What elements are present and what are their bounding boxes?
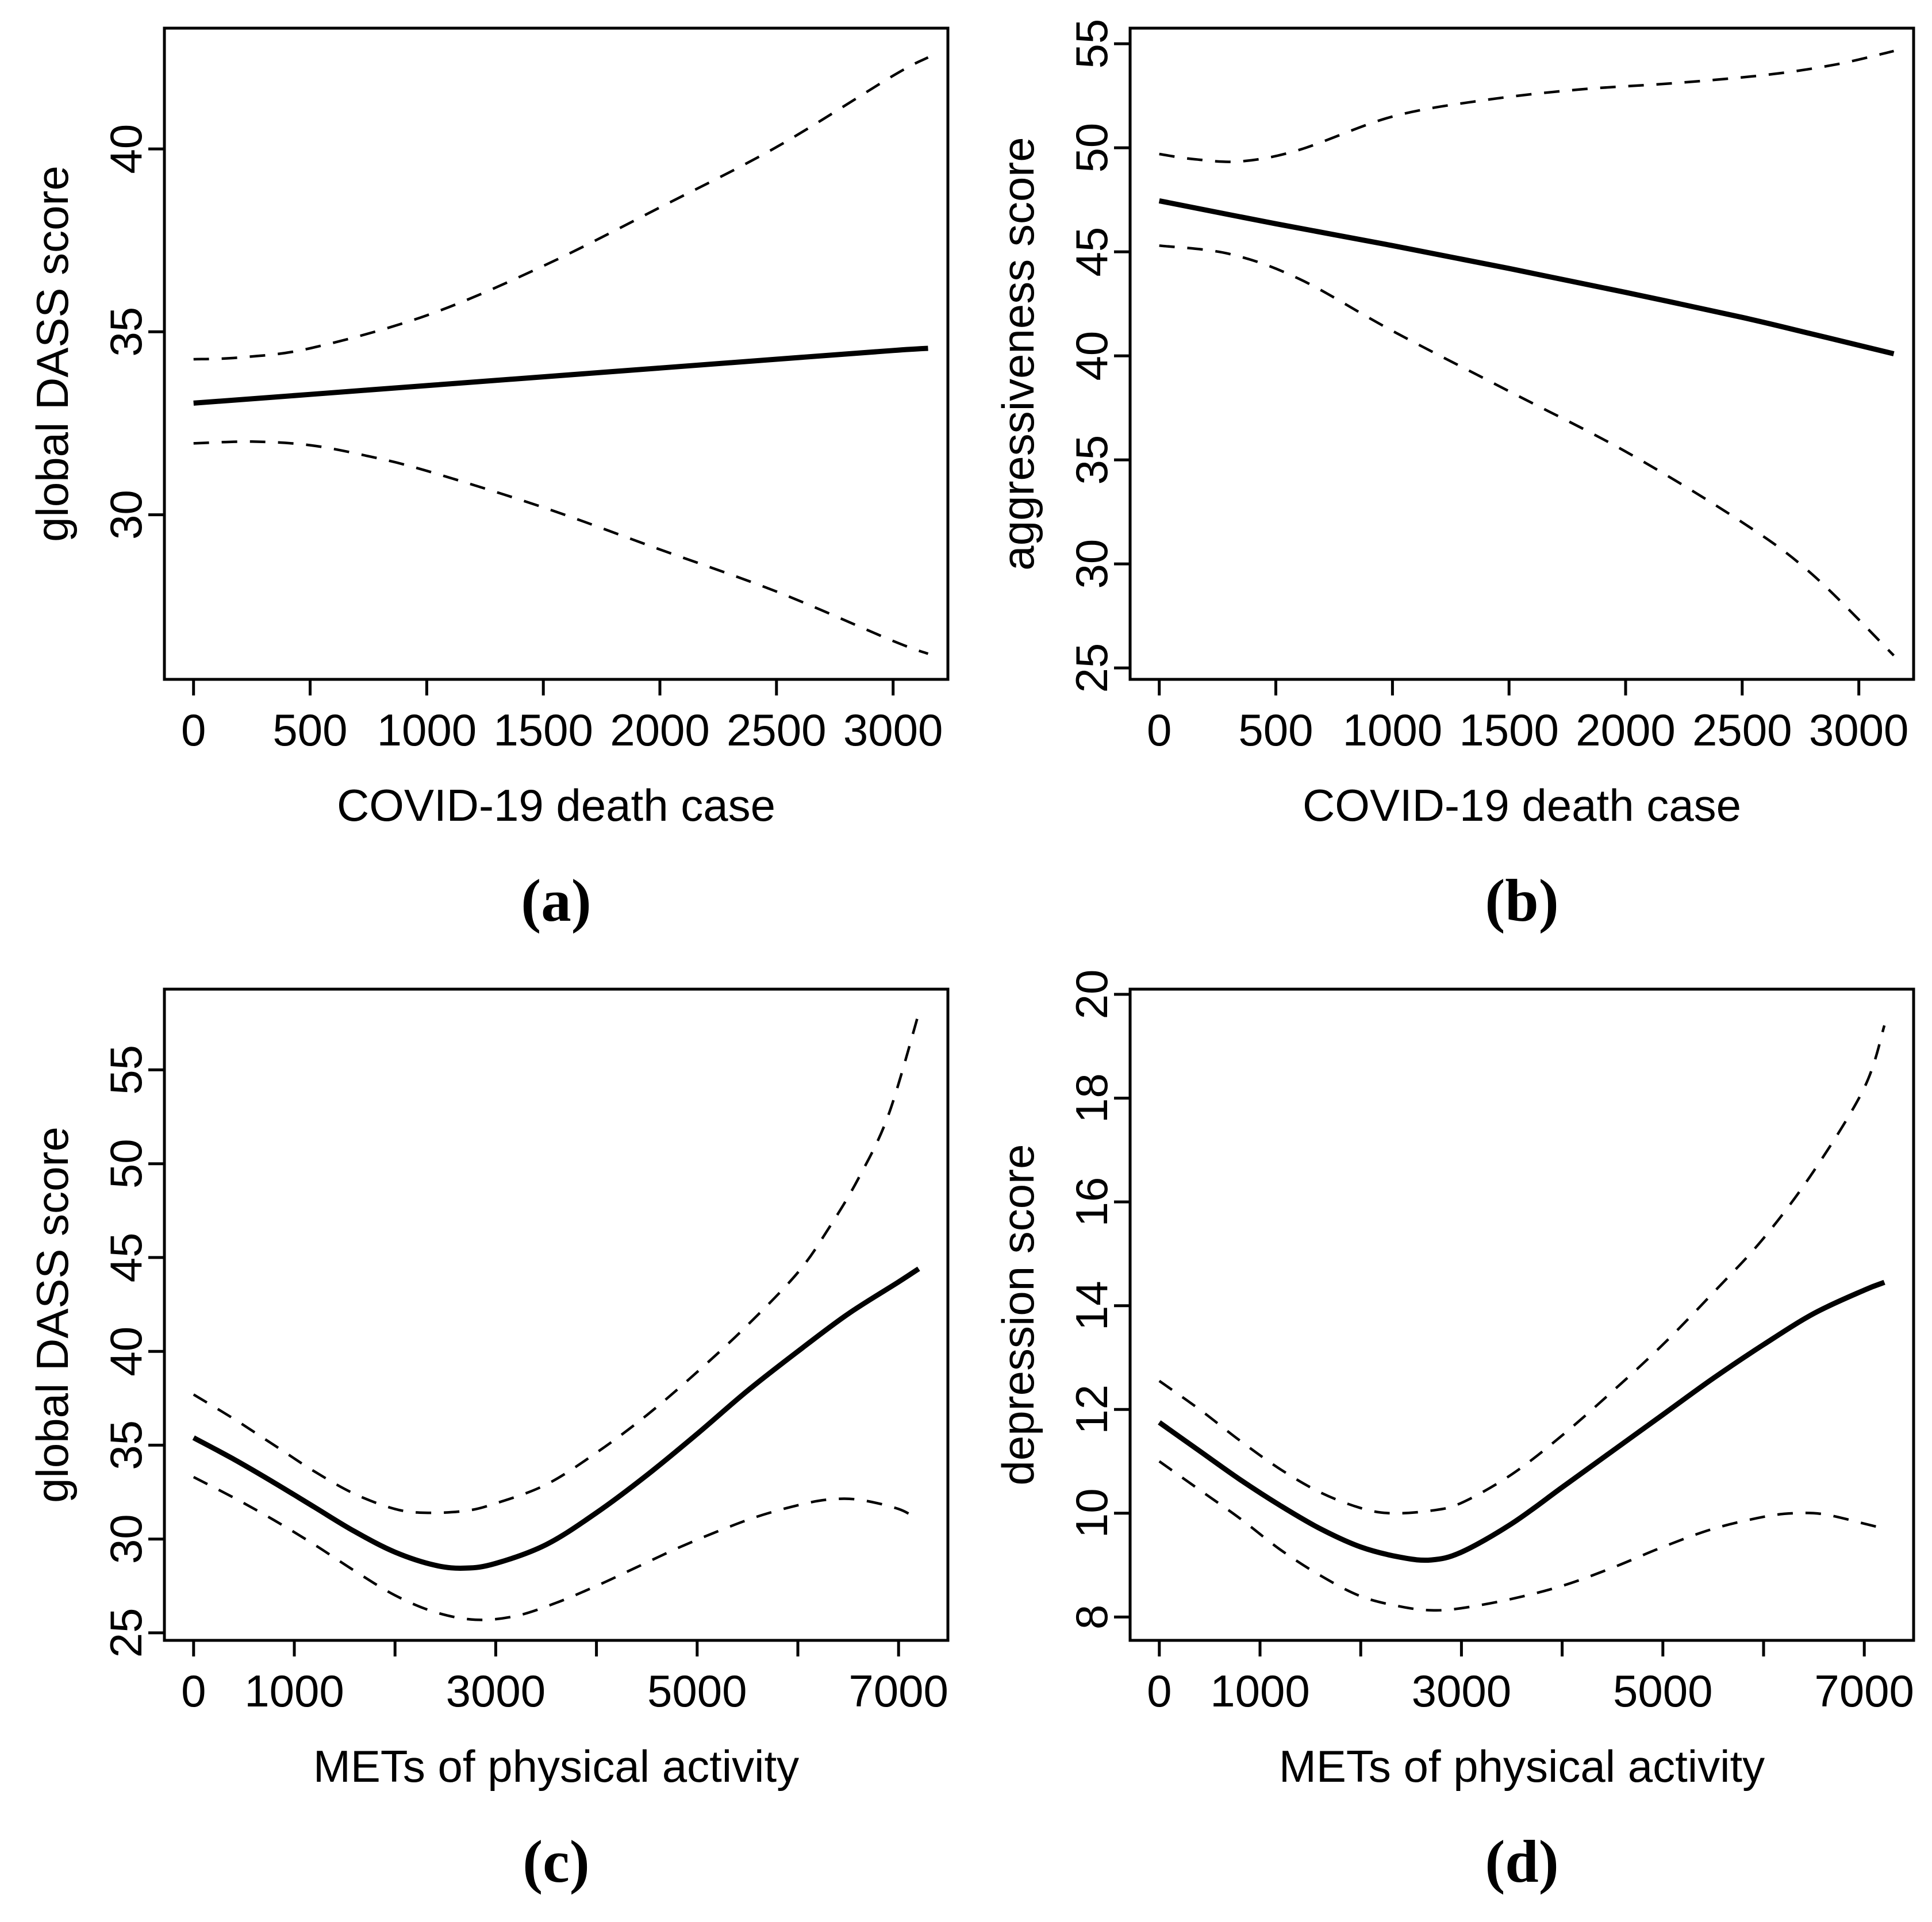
- y-tick-label: 35: [101, 307, 151, 357]
- ci-upper-line: [1158, 1025, 1886, 1515]
- y-tick-label: 25: [101, 1608, 151, 1658]
- panel-d: 0 1000 3000 5000 7000 METs of physical activi…: [966, 961, 1932, 1922]
- x-tick-label: 1000: [244, 1666, 344, 1716]
- x-tick-label: 500: [1238, 705, 1313, 755]
- y-tick-label: 40: [101, 124, 151, 174]
- plot-box: [163, 26, 950, 681]
- y-tick-label: 30: [101, 1514, 151, 1564]
- y-tick-label: 8: [1066, 1605, 1117, 1629]
- y-tick-label: 25: [1066, 643, 1117, 693]
- x-tick-label: 0: [181, 705, 206, 755]
- x-tick-label: 7000: [1814, 1666, 1914, 1716]
- y-tick-label: 50: [101, 1139, 151, 1189]
- x-axis-title: COVID-19 death case: [1303, 780, 1741, 831]
- panel-b-caption: (b): [1485, 866, 1559, 934]
- y-tick-label: 16: [1066, 1177, 1117, 1227]
- plot-a: 0 500 1000 1500 2000 2500 3000 COVID-19 death c…: [27, 26, 950, 831]
- y-axis: 30 35 40 global DASS score: [27, 124, 164, 542]
- panel-a-caption: (a): [521, 866, 591, 934]
- y-tick-label: 55: [1066, 19, 1117, 69]
- y-tick-label: 20: [1066, 970, 1117, 1020]
- x-axis: 0 1000 3000 5000 7000 METs of physical activi…: [181, 1640, 948, 1792]
- y-tick-label: 45: [101, 1233, 151, 1283]
- x-axis: 0 500 1000 1500 2000 2500 3000 COVID-19 death c…: [181, 679, 943, 831]
- x-tick-label: 2000: [1576, 705, 1676, 755]
- fitted-line: [192, 1266, 920, 1571]
- plot-box: [163, 987, 950, 1642]
- fitted-line: [193, 345, 928, 406]
- y-tick-label: 30: [1066, 539, 1117, 589]
- x-tick-label: 0: [1147, 1666, 1172, 1716]
- x-tick-label: 500: [272, 705, 347, 755]
- x-axis: 0 500 1000 1500 2000 2500 3000 COVID-19 death c…: [1147, 679, 1908, 831]
- panel-b: 0 500 1000 1500 2000 2500 3000 COVID-19 death c…: [966, 0, 1932, 961]
- x-tick-label: 3000: [843, 705, 943, 755]
- x-tick-label: 3000: [446, 1666, 546, 1716]
- panel-d-caption: (d): [1485, 1827, 1559, 1895]
- y-axis: 8 10 12 14 16 18 20 depression score: [993, 970, 1130, 1629]
- x-tick-label: 7000: [848, 1666, 948, 1716]
- x-tick-label: 1000: [1343, 705, 1443, 755]
- x-tick-label: 5000: [647, 1666, 747, 1716]
- x-tick-label: 1500: [493, 705, 593, 755]
- ci-upper-line: [193, 56, 929, 361]
- x-tick-label: 1000: [377, 705, 477, 755]
- x-tick-label: 2500: [1692, 705, 1792, 755]
- x-tick-label: 1500: [1459, 705, 1559, 755]
- x-tick-label: 0: [181, 1666, 206, 1716]
- ci-lower-line: [1159, 244, 1895, 656]
- x-axis-title: METs of physical activity: [1279, 1741, 1765, 1792]
- y-tick-label: 30: [101, 490, 151, 540]
- x-axis-title: COVID-19 death case: [337, 780, 775, 831]
- fitted-line: [1158, 1279, 1885, 1563]
- x-axis: 0 1000 3000 5000 7000 METs of physical activi…: [1147, 1640, 1914, 1792]
- x-tick-label: 2500: [727, 705, 827, 755]
- y-axis-title: depression score: [993, 1144, 1043, 1486]
- y-axis-title: global DASS score: [27, 1127, 78, 1503]
- y-tick-label: 18: [1066, 1073, 1117, 1123]
- x-tick-label: 0: [1147, 705, 1172, 755]
- fitted-line: [1158, 198, 1895, 356]
- y-axis-title: aggressiveness score: [993, 137, 1043, 570]
- y-tick-label: 40: [101, 1327, 151, 1377]
- plot-box: [1128, 987, 1915, 1642]
- x-tick-label: 3000: [1412, 1666, 1512, 1716]
- y-tick-label: 45: [1066, 227, 1117, 277]
- y-tick-label: 10: [1066, 1488, 1117, 1538]
- plot-box: [1128, 26, 1915, 681]
- y-tick-label: 55: [101, 1045, 151, 1095]
- y-tick-label: 12: [1066, 1385, 1117, 1435]
- panel-a: 0 500 1000 1500 2000 2500 3000 COVID-19 death c…: [0, 0, 966, 961]
- ci-lower-line: [193, 440, 929, 655]
- x-axis-title: METs of physical activity: [313, 1741, 799, 1792]
- x-tick-label: 3000: [1809, 705, 1909, 755]
- y-tick-label: 14: [1066, 1281, 1117, 1331]
- y-axis-title: global DASS score: [27, 166, 78, 542]
- plot-c: 0 1000 3000 5000 7000 METs of physical activi…: [27, 987, 950, 1792]
- x-tick-label: 2000: [610, 705, 710, 755]
- ci-lower-line: [193, 1475, 920, 1621]
- ci-lower-line: [1158, 1460, 1885, 1612]
- plot-d: 0 1000 3000 5000 7000 METs of physical activi…: [993, 970, 1915, 1792]
- y-axis: 25 30 35 40 45 50 55 global DASS score: [27, 1045, 164, 1658]
- x-tick-label: 1000: [1210, 1666, 1310, 1716]
- y-tick-label: 35: [1066, 435, 1117, 485]
- ci-upper-line: [1159, 49, 1895, 163]
- x-tick-label: 5000: [1613, 1666, 1713, 1716]
- ci-upper-line: [193, 1013, 920, 1514]
- panel-c-caption: (c): [523, 1827, 590, 1895]
- y-tick-label: 40: [1066, 331, 1117, 381]
- y-tick-label: 50: [1066, 123, 1117, 173]
- y-axis: 25 30 35 40 45 50 55 aggressiveness score: [993, 19, 1130, 693]
- y-tick-label: 35: [101, 1420, 151, 1470]
- panel-c: 0 1000 3000 5000 7000 METs of physical activi…: [0, 961, 966, 1922]
- plot-b: 0 500 1000 1500 2000 2500 3000 COVID-19 death c…: [993, 19, 1915, 831]
